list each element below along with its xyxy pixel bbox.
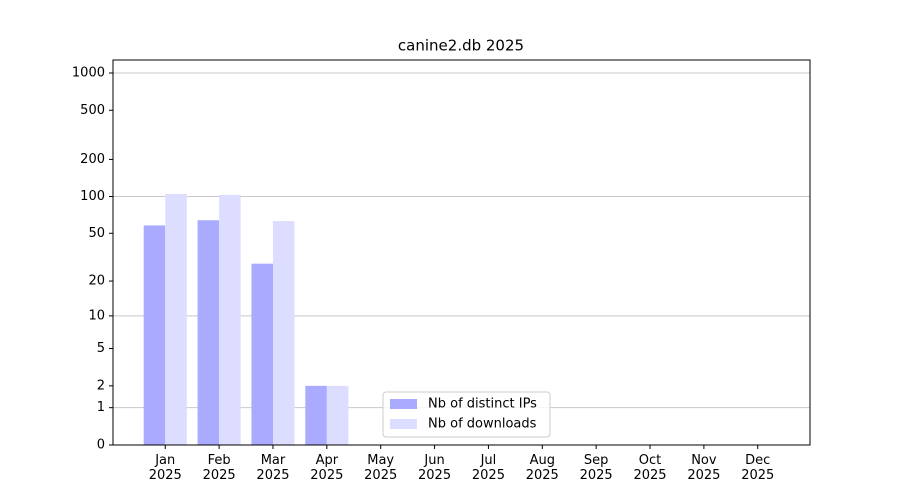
x-tick-label: Jun 2025 <box>418 453 452 483</box>
x-tick-label: Dec 2025 <box>741 453 775 483</box>
legend-label: Nb of distinct IPs <box>428 397 537 412</box>
bar <box>272 221 295 445</box>
bar <box>251 263 273 445</box>
x-tick-label: Nov 2025 <box>687 453 721 483</box>
y-tick-label: 5 <box>97 341 105 356</box>
x-tick-label: Aug 2025 <box>525 453 559 483</box>
bar <box>305 385 327 445</box>
y-tick-label: 50 <box>88 226 105 241</box>
plot-frame <box>112 59 811 446</box>
y-tick-label: 20 <box>88 274 105 289</box>
bar <box>165 193 187 445</box>
x-tick-label: May 2025 <box>364 453 398 483</box>
x-tick-label: Oct 2025 <box>633 453 667 483</box>
bar <box>143 225 166 445</box>
x-tick-label: Mar 2025 <box>256 453 290 483</box>
y-tick-label: 2 <box>97 378 105 393</box>
legend: Nb of distinct IPs Nb of downloads <box>382 391 551 438</box>
bar <box>326 385 349 445</box>
bar <box>197 220 220 445</box>
x-tick-label: Feb 2025 <box>202 453 236 483</box>
y-tick-label: 1000 <box>72 65 105 80</box>
y-tick-label: 200 <box>80 152 105 167</box>
legend-box <box>382 391 551 438</box>
legend-swatch <box>390 399 417 409</box>
legend-label: Nb of downloads <box>428 417 537 432</box>
x-tick-label: Jan 2025 <box>148 453 182 483</box>
y-tick-label: 500 <box>80 103 105 118</box>
x-tick-label: Apr 2025 <box>310 453 344 483</box>
chart-title: canine2.db 2025 <box>398 37 524 55</box>
x-tick-label: Jul 2025 <box>471 453 505 483</box>
y-tick-label: 100 <box>80 189 105 204</box>
legend-swatch <box>390 419 417 429</box>
bar <box>219 194 241 445</box>
x-tick-label: Sep 2025 <box>579 453 613 483</box>
y-tick-label: 1 <box>97 400 105 415</box>
y-tick-label: 0 <box>97 438 105 453</box>
y-tick-label: 10 <box>88 308 105 323</box>
